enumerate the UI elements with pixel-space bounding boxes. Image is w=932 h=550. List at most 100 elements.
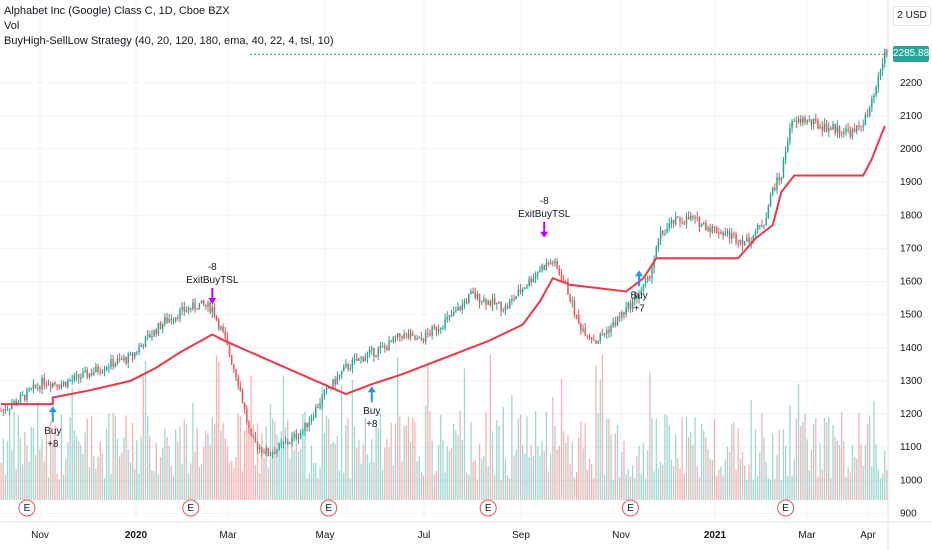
candle-body xyxy=(437,329,440,332)
volume-bar xyxy=(746,479,748,500)
volume-bar xyxy=(634,477,636,500)
volume-bar xyxy=(659,461,662,500)
volume-bar xyxy=(330,444,332,500)
volume-bar xyxy=(26,445,28,500)
volume-bar xyxy=(60,414,63,500)
candle-body xyxy=(88,373,91,378)
candle-body xyxy=(521,288,524,293)
candle-body xyxy=(170,319,173,321)
candle-body xyxy=(144,336,147,347)
earnings-marker-icon[interactable] xyxy=(18,499,36,517)
volume-bar xyxy=(851,444,854,500)
volume-bar xyxy=(593,477,595,500)
candle-body xyxy=(651,268,653,279)
candle-body xyxy=(511,298,513,301)
volume-bar xyxy=(21,464,24,500)
currency-button[interactable]: 2 USD xyxy=(893,6,931,26)
volume-bar xyxy=(498,425,500,500)
time-axis[interactable]: Nov 2020 Mar May Jul Sep Nov 2021 Mar Apr xyxy=(0,521,932,541)
volume-bar xyxy=(834,436,836,500)
volume-bar xyxy=(293,450,295,500)
candle-body xyxy=(610,326,612,333)
volume-bar xyxy=(668,425,670,500)
earnings-marker-label: E xyxy=(782,503,789,514)
symbol-title[interactable]: Alphabet Inc (Google) Class C, 1D, Cboe … xyxy=(4,5,230,17)
volume-bar xyxy=(200,464,203,500)
price-axis[interactable]: 900 1000 1100 1200 1300 1400 1500 1600 1700 1800 1… xyxy=(887,0,923,550)
earnings-marker-icon[interactable] xyxy=(621,499,639,517)
earnings-marker-icon[interactable] xyxy=(777,499,795,517)
buy-arrow-icon xyxy=(635,270,644,287)
time-tick-label: Mar xyxy=(798,530,816,541)
candle-body xyxy=(554,261,556,264)
price-tick-label: 1600 xyxy=(900,277,923,288)
candle-body xyxy=(189,307,192,310)
candle-body xyxy=(243,403,246,410)
volume-bar xyxy=(530,444,532,500)
volume-bar xyxy=(754,429,757,500)
volume-bar xyxy=(752,479,754,500)
volume-bar xyxy=(776,455,778,500)
volume-bar xyxy=(116,439,119,500)
volume-bar xyxy=(519,414,522,500)
candle-body xyxy=(6,409,9,411)
candle-body xyxy=(140,345,142,347)
candle-body xyxy=(2,409,4,411)
volume-bar xyxy=(250,375,252,500)
candle-body xyxy=(265,448,267,454)
candle-body xyxy=(817,120,819,129)
candle-body xyxy=(317,406,319,408)
candle-body xyxy=(737,242,739,244)
volume-bar xyxy=(45,433,47,500)
earnings-marker-icon[interactable] xyxy=(479,499,497,517)
candle-body xyxy=(545,262,548,270)
volume-bar xyxy=(164,428,166,500)
candle-body xyxy=(608,330,610,333)
volume-bar xyxy=(845,476,847,500)
candle-body xyxy=(131,353,134,357)
candle-body xyxy=(286,442,289,444)
candle-body xyxy=(200,300,203,304)
volume-bar xyxy=(765,462,767,500)
candle-body xyxy=(657,240,660,248)
volume-bar xyxy=(196,427,198,500)
volume-bar xyxy=(873,400,875,500)
candle-body xyxy=(424,332,427,342)
candle-body xyxy=(295,433,298,439)
volume-bar xyxy=(582,448,584,500)
candle-body xyxy=(804,117,806,123)
candle-body xyxy=(683,223,686,225)
candle-body xyxy=(534,273,537,279)
candle-body xyxy=(519,289,522,293)
candle-body xyxy=(127,354,129,364)
volume-bar xyxy=(470,421,472,500)
candle-body xyxy=(93,372,95,375)
earnings-marker-icon[interactable] xyxy=(320,499,338,517)
volume-bar xyxy=(616,424,619,500)
volume-bar xyxy=(345,424,347,500)
candle-body xyxy=(327,387,330,389)
candle-body xyxy=(524,287,526,289)
volume-bar xyxy=(149,435,151,500)
volume-bar xyxy=(304,411,306,500)
candle-body xyxy=(60,384,63,388)
volume-bar xyxy=(575,471,578,500)
volume-bar xyxy=(698,477,701,500)
volume-bar xyxy=(496,420,498,500)
volume-bar xyxy=(562,431,565,500)
volume-bar xyxy=(625,474,627,500)
earnings-marker-label: E xyxy=(24,503,31,514)
volume-bar xyxy=(537,445,539,500)
earnings-marker-icon[interactable] xyxy=(182,499,200,517)
volume-bar xyxy=(54,424,56,500)
candle-body xyxy=(110,359,112,368)
strategy-legend[interactable]: BuyHigh-SellLow Strategy (40, 20, 120, 1… xyxy=(4,35,334,47)
candle-body xyxy=(112,359,114,367)
volume-bar xyxy=(259,473,261,500)
candle-body xyxy=(681,221,683,224)
candle-body xyxy=(672,219,675,224)
volume-legend[interactable]: Vol xyxy=(4,20,20,32)
candle-body xyxy=(254,437,257,443)
